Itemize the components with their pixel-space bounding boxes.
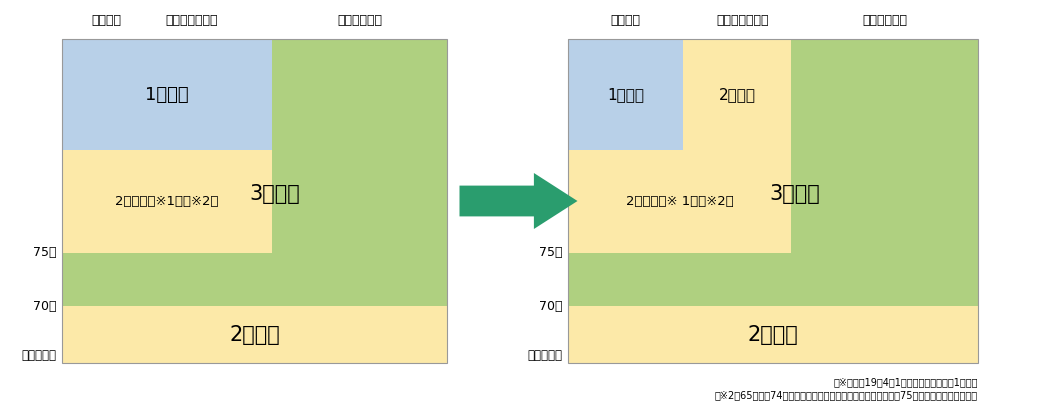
Text: 低所得者: 低所得者 [610,14,640,28]
Text: 2割負担: 2割負担 [229,325,280,344]
Text: 2割負担（※1）（※2）: 2割負担（※1）（※2） [116,195,218,208]
Text: 70歳: 70歳 [539,300,562,313]
Text: 現役並所得者: 現役並所得者 [862,14,907,28]
Text: 現役並所得者: 現役並所得者 [337,14,382,28]
Bar [568,39,682,150]
Text: （※2）65歳以上74歳未満で一定の障がいのある方は申請により75歳以上と同等の負担割合: （※2）65歳以上74歳未満で一定の障がいのある方は申請により75歳以上と同等の… [715,390,978,400]
Bar [568,39,978,363]
Text: 2割負担: 2割負担 [748,325,798,344]
Text: 1割負担: 1割負担 [145,85,189,103]
Bar [62,39,447,363]
Bar [568,306,978,363]
Bar [62,39,272,253]
Bar [568,39,978,306]
Bar [62,39,272,150]
Text: （※）昭和19年4月1日以前生まれの方は1割負担: （※）昭和19年4月1日以前生まれの方は1割負担 [834,377,978,387]
Bar [62,306,447,363]
Text: 75歳: 75歳 [539,246,562,259]
Text: 小学校入学: 小学校入学 [527,349,562,362]
Text: 75歳: 75歳 [33,246,56,259]
Text: 3割負担: 3割負担 [249,184,300,204]
Text: 70歳: 70歳 [33,300,56,313]
Text: 1割負担: 1割負担 [607,87,644,102]
Polygon shape [460,173,578,229]
Text: 2割負担: 2割負担 [718,87,756,102]
Bar [568,39,792,253]
Text: 低所得者: 低所得者 [91,14,121,28]
Bar [62,39,447,306]
Text: 一定以上所得者: 一定以上所得者 [166,14,218,28]
Text: 3割負担: 3割負担 [770,184,820,204]
Text: 一定以上所得者: 一定以上所得者 [716,14,769,28]
Text: 小学校入学: 小学校入学 [21,349,56,362]
Text: 2割負担（※ 1）（※2）: 2割負担（※ 1）（※2） [626,195,734,208]
